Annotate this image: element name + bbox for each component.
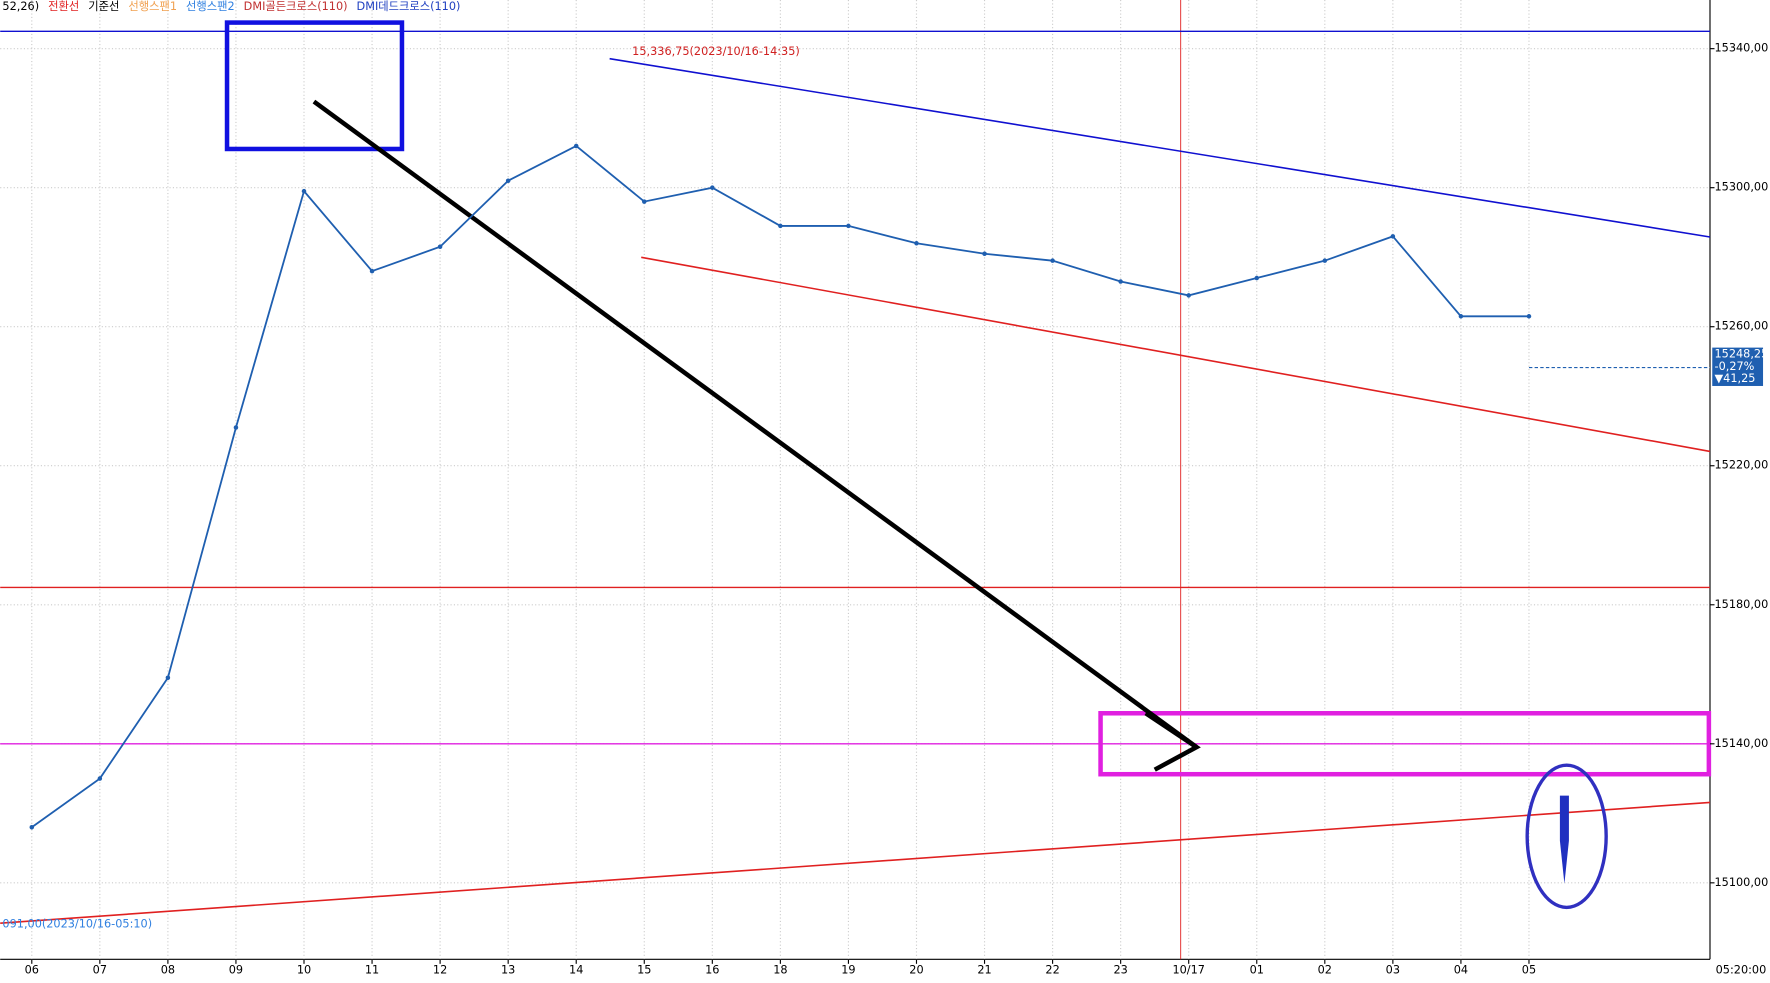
price-point (846, 223, 851, 229)
last-change-label: -0,27% (1715, 360, 1755, 373)
x-tick-label: 09 (229, 964, 243, 977)
price-point (165, 675, 171, 681)
x-tick-label: 23 (1113, 964, 1127, 977)
x-tick-label: 03 (1386, 964, 1400, 977)
price-point (505, 178, 511, 183)
x-tick-label: 14 (569, 964, 583, 977)
last-price-box (1712, 347, 1764, 386)
y-tick-label: 15140,00 (1715, 737, 1769, 750)
x-tick-label: 18 (773, 964, 787, 977)
last-price-label: 15248,25 (1715, 347, 1769, 360)
price-point (573, 143, 579, 149)
x-tick-label: 10/17 (1172, 964, 1204, 977)
price-point (778, 223, 783, 229)
time-label: 05:20:00 (1716, 964, 1767, 977)
arrow-shaft (312, 99, 1198, 749)
price-point (1050, 258, 1055, 263)
price-point (710, 185, 715, 190)
price-point (914, 241, 919, 246)
legend-entry: DMI골든크로스(110) (244, 0, 348, 13)
y-tick-label: 15180,00 (1715, 598, 1769, 611)
y-tick-label: 15220,00 (1715, 459, 1769, 472)
high-annotation: 15,336,75(2023/10/16-14:35) (632, 45, 800, 58)
legend-entry: 전환선 (48, 0, 79, 13)
price-point (982, 251, 987, 256)
price-point (1186, 293, 1191, 298)
price-point (1390, 234, 1396, 239)
highlight-box (224, 20, 405, 152)
x-tick-label: 11 (365, 964, 379, 977)
last-diff-label: ▼41,25 (1715, 372, 1756, 385)
x-tick-label: 16 (705, 964, 719, 977)
x-tick-label: 04 (1454, 964, 1468, 977)
circle-mark (1525, 763, 1608, 910)
price-point (642, 199, 647, 204)
trend-line (641, 256, 1711, 453)
legend-entry: 기준선 (88, 0, 119, 13)
legend-entry: 52,26) (2, 0, 39, 13)
x-tick-label: 20 (909, 964, 923, 977)
price-point (301, 188, 307, 194)
arrow-head (1144, 711, 1201, 772)
drawings (0, 20, 1712, 924)
x-tick-label: 01 (1250, 964, 1264, 977)
legend: 52,26) 전환선 기준선 선행스팬1 선행스팬2 DMI골든크로스(110) DMI데드… (2, 0, 460, 13)
y-tick-label: 15300,00 (1715, 181, 1769, 194)
pen-icon (1559, 795, 1569, 884)
price-point (233, 425, 239, 430)
x-tick-label: 02 (1318, 964, 1332, 977)
target-box (1098, 711, 1712, 777)
trend-line (609, 57, 1711, 238)
x-tick-label: 19 (841, 964, 855, 977)
price-point (369, 268, 375, 274)
price-point (1526, 314, 1532, 319)
x-tick-label: 06 (25, 964, 39, 977)
price-point (1458, 314, 1464, 319)
y-tick-label: 15100,00 (1715, 876, 1769, 889)
x-tick-label: 12 (433, 964, 447, 977)
price-point (1118, 279, 1123, 284)
price-point (97, 776, 103, 781)
x-tick-label: 13 (501, 964, 515, 977)
legend-entry: 선행스팬1 (128, 0, 177, 13)
x-tick-label: 08 (161, 964, 175, 977)
low-annotation: 091,00(2023/10/16-05:10) (2, 917, 152, 930)
trend-line (0, 801, 1711, 924)
x-tick-label: 21 (977, 964, 991, 977)
x-tick-label: 05 (1522, 964, 1536, 977)
x-tick-label: 10 (297, 964, 311, 977)
legend-entry: 선행스팬2 (186, 0, 235, 13)
y-tick-label: 15340,00 (1715, 42, 1769, 55)
price-point (1322, 258, 1328, 263)
price-point (437, 244, 443, 250)
price-point (1254, 275, 1260, 281)
x-tick-label: 07 (93, 964, 107, 977)
legend-entry: DMI데드크로스(110) (357, 0, 461, 13)
x-tick-label: 15 (637, 964, 651, 977)
x-tick-label: 22 (1045, 964, 1059, 977)
y-tick-label: 15260,00 (1715, 320, 1769, 333)
price-point (29, 824, 35, 830)
